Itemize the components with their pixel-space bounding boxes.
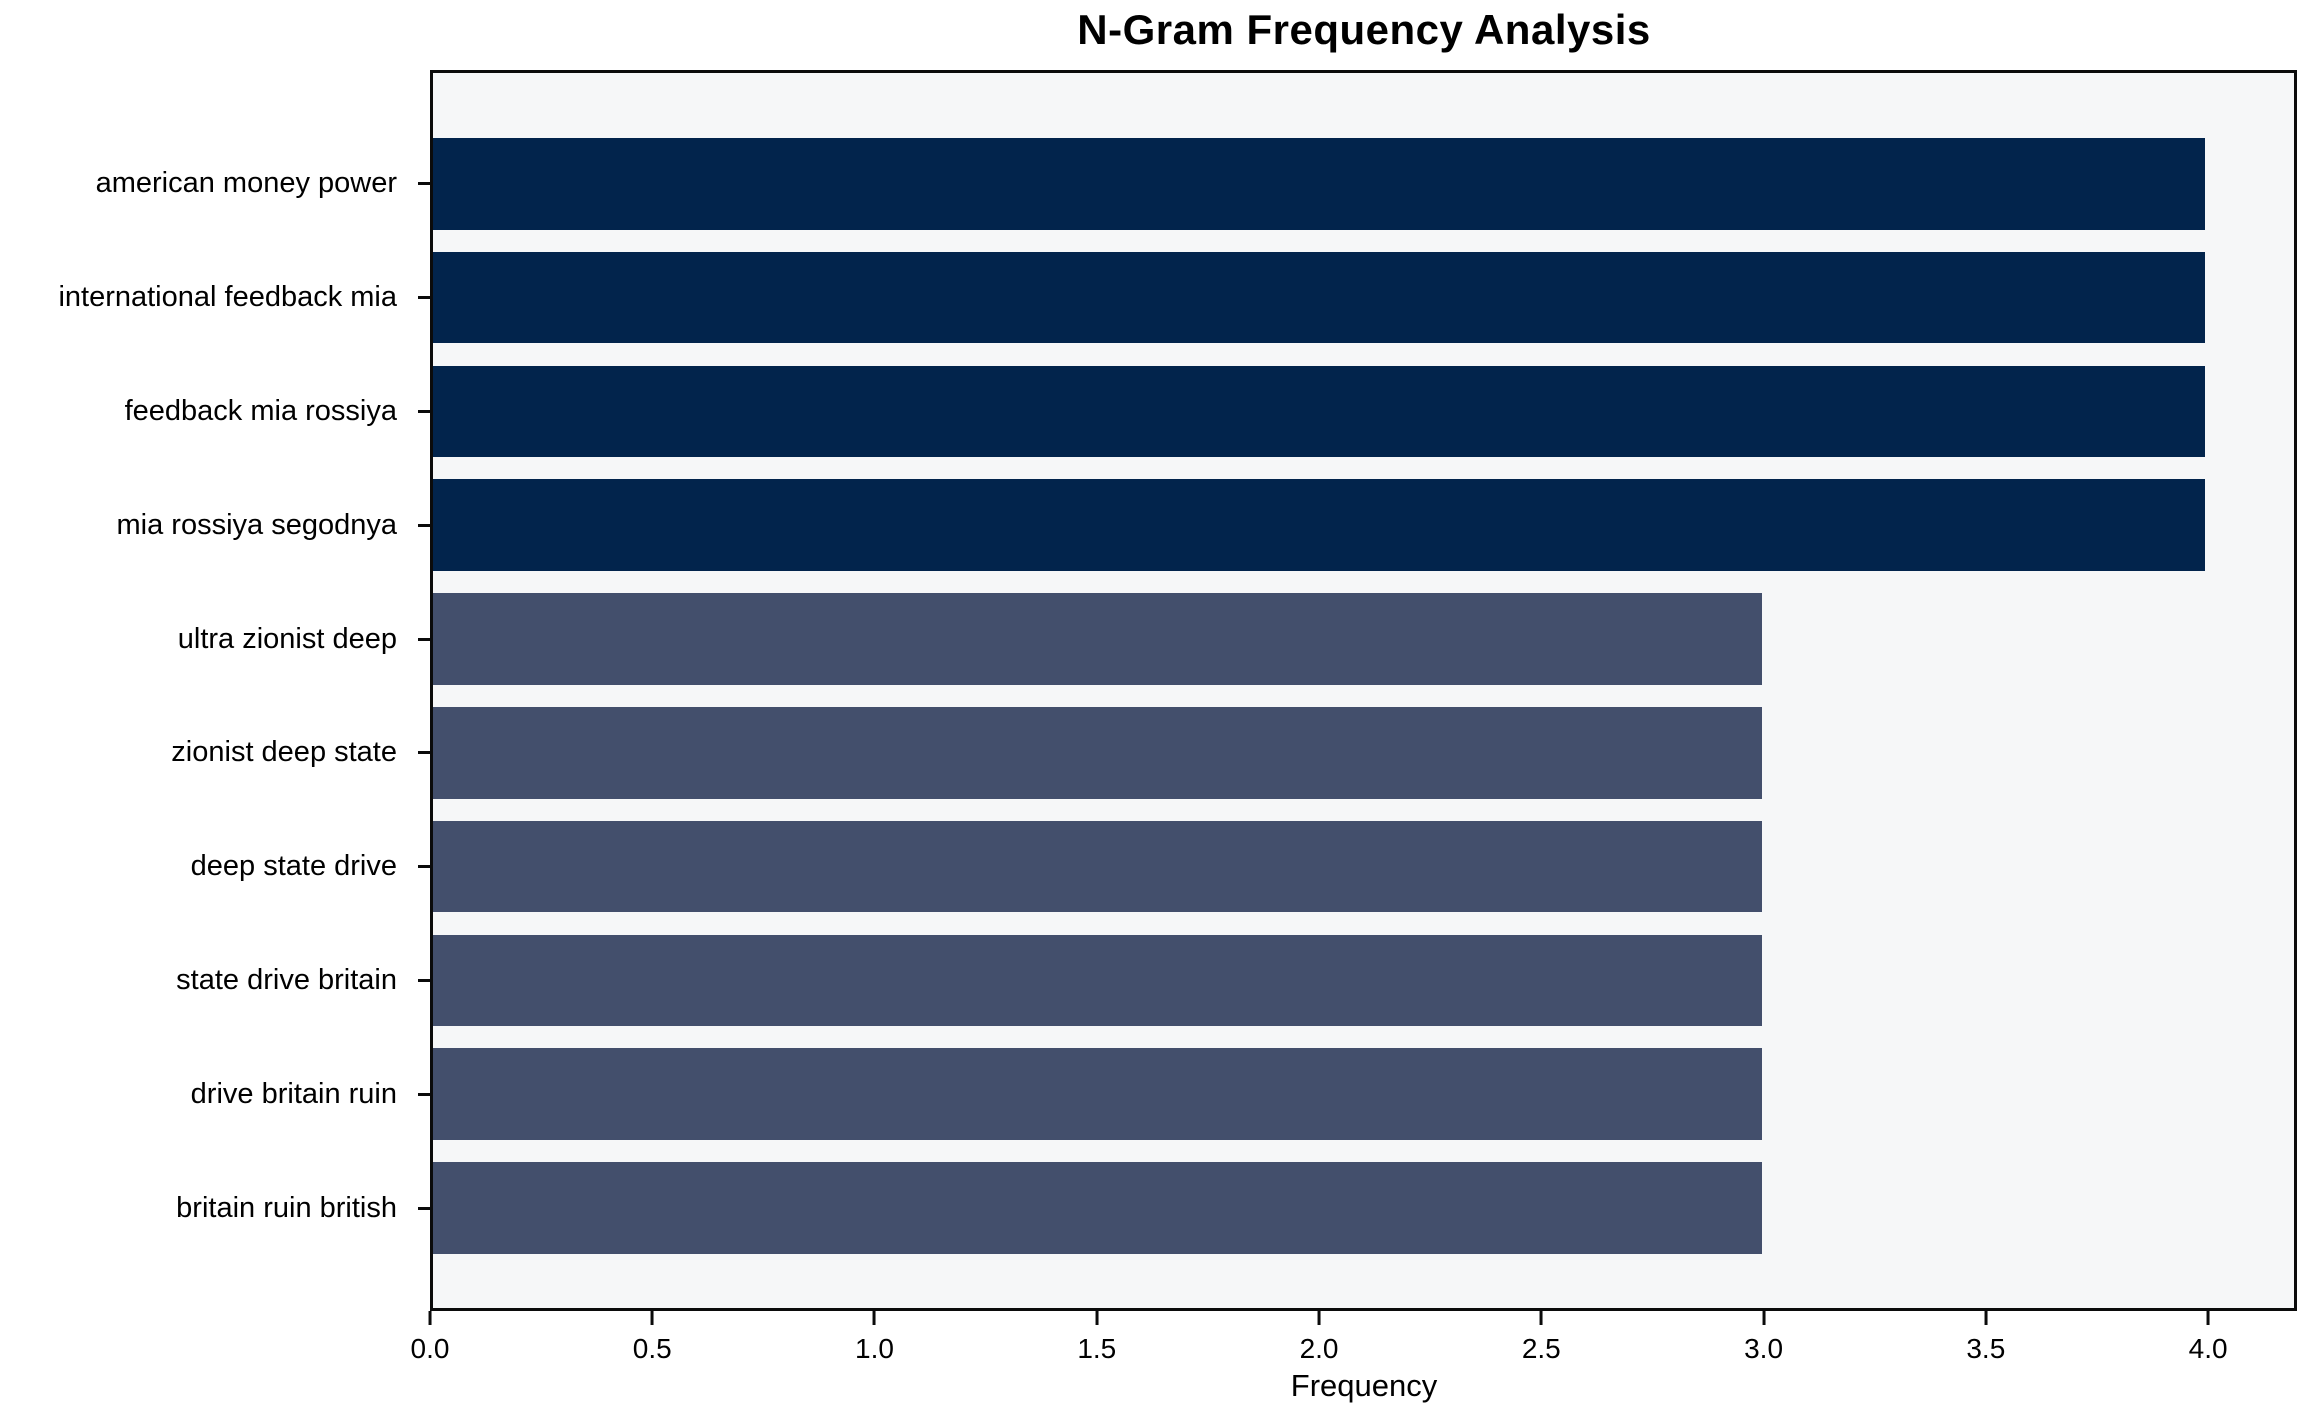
bar	[433, 251, 2206, 344]
y-tick	[418, 978, 430, 982]
x-tick-group: 0.0	[410, 1311, 450, 1365]
bar-track	[433, 127, 2294, 241]
y-tick-label: feedback mia rossiya	[124, 394, 397, 427]
y-tick	[418, 182, 430, 186]
x-tick	[1317, 1311, 1321, 1325]
bar-row: deep state drive	[0, 810, 2297, 924]
bar	[433, 365, 2206, 458]
bar-track	[433, 468, 2294, 582]
y-tick-label: state drive britain	[176, 963, 397, 996]
y-tick	[418, 751, 430, 755]
y-tick-label: american money power	[95, 167, 397, 200]
x-axis: 0.0 0.5 1.0 1.5 2.0 2.5 3.0 3.5 4.0	[411, 1311, 2297, 1391]
y-tick	[418, 296, 430, 300]
x-tick-group: 1.5	[1077, 1311, 1116, 1365]
bar-row: mia rossiya segodnya	[0, 468, 2297, 582]
bar-row: britain ruin british	[0, 1151, 2297, 1265]
bar-row: american money power	[0, 127, 2297, 241]
y-tick-label: deep state drive	[190, 850, 397, 883]
x-tick	[2206, 1311, 2210, 1325]
bar-track	[433, 696, 2294, 810]
x-tick-group: 0.5	[633, 1311, 672, 1365]
y-tick	[418, 409, 430, 413]
y-tick	[418, 523, 430, 527]
x-tick-label: 0.0	[410, 1333, 450, 1364]
y-tick-label: drive britain ruin	[190, 1077, 397, 1110]
bar-track	[433, 1037, 2294, 1151]
chart-title: N-Gram Frequency Analysis	[1077, 6, 1651, 53]
x-tick-label: 3.5	[1966, 1333, 2006, 1364]
bar	[433, 138, 2206, 230]
x-tick	[1095, 1311, 1099, 1325]
bar-row: drive britain ruin	[0, 1037, 2297, 1151]
x-tick-label: 2.0	[1299, 1333, 1339, 1364]
bar	[433, 934, 1763, 1027]
bar	[433, 820, 1763, 913]
bar	[433, 1048, 1763, 1141]
bar	[433, 479, 2206, 572]
x-tick	[873, 1311, 877, 1325]
x-tick-label: 1.5	[1077, 1333, 1117, 1364]
x-tick-label: 2.5	[1521, 1333, 1561, 1364]
bar-row: zionist deep state	[0, 696, 2297, 810]
x-tick-label: 4.0	[2188, 1333, 2228, 1364]
y-tick	[418, 637, 430, 641]
x-tick	[650, 1311, 654, 1325]
bar-row: international feedback mia	[0, 241, 2297, 355]
x-tick	[428, 1311, 432, 1325]
bar-row: feedback mia rossiya	[0, 355, 2297, 469]
x-tick	[1539, 1311, 1543, 1325]
x-tick	[1984, 1311, 1988, 1325]
x-tick-label: 3.0	[1744, 1333, 1784, 1364]
bar-track	[433, 355, 2294, 469]
bar-row: ultra zionist deep	[0, 582, 2297, 696]
bar-row: state drive britain	[0, 924, 2297, 1038]
y-tick	[418, 1206, 430, 1210]
y-tick-label: mia rossiya segodnya	[116, 508, 397, 541]
y-tick-label: ultra zionist deep	[177, 622, 397, 655]
bar-rows: american money power international feedba…	[0, 70, 2297, 1311]
y-tick	[418, 865, 430, 869]
bar-track	[433, 924, 2294, 1038]
x-tick-group: 4.0	[2189, 1311, 2228, 1365]
x-tick	[1762, 1311, 1766, 1325]
bar-track	[433, 582, 2294, 696]
bar-track	[433, 241, 2294, 355]
x-tick-label: 0.5	[632, 1333, 672, 1364]
x-tick-label: 1.0	[855, 1333, 894, 1364]
y-tick-label: international feedback mia	[58, 281, 397, 314]
x-tick-group: 3.5	[1966, 1311, 2005, 1365]
bar	[433, 707, 1763, 799]
bar-track	[433, 810, 2294, 924]
y-tick-label: britain ruin british	[176, 1191, 397, 1224]
x-tick-group: 2.0	[1300, 1311, 1339, 1365]
y-tick-label: zionist deep state	[171, 736, 397, 769]
bar-track	[433, 1151, 2294, 1265]
bar	[433, 1162, 1763, 1254]
bar	[433, 593, 1763, 685]
x-axis-label: Frequency	[1290, 1368, 1438, 1403]
x-tick-group: 2.5	[1522, 1311, 1561, 1365]
x-tick-group: 1.0	[855, 1311, 894, 1365]
y-tick	[418, 1092, 430, 1096]
x-tick-group: 3.0	[1744, 1311, 1783, 1365]
